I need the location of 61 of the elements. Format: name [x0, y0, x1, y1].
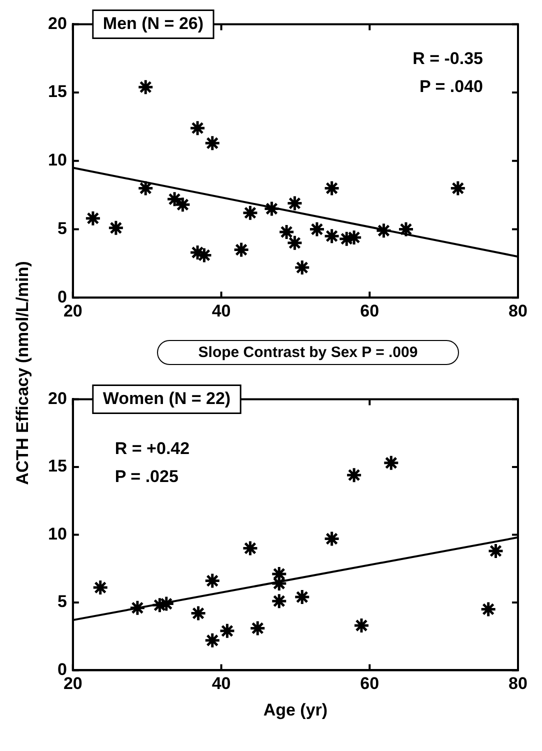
- point: [249, 620, 266, 636]
- x-tick-label: 60: [360, 674, 380, 694]
- point: [166, 190, 183, 208]
- point: [204, 134, 221, 152]
- x-axis-title: Age (yr): [263, 700, 328, 720]
- point: [294, 259, 310, 276]
- point: [190, 605, 207, 622]
- annotation: R = +0.42: [114, 438, 190, 458]
- point: [324, 228, 340, 244]
- y-tick-label: 10: [48, 524, 67, 544]
- point: [204, 572, 221, 590]
- point: [294, 588, 310, 606]
- point: [218, 622, 236, 640]
- point: [398, 221, 414, 238]
- point: [286, 234, 303, 252]
- y-tick-label: 20: [48, 14, 67, 33]
- x-tick-label: 60: [360, 301, 380, 320]
- point: [480, 600, 497, 618]
- point: [242, 204, 258, 222]
- point: [84, 210, 102, 227]
- y-tick-label: 20: [48, 388, 67, 408]
- chart-title: Men (N = 26): [102, 14, 204, 33]
- point: [270, 575, 288, 592]
- point: [242, 540, 258, 556]
- y-tick-label: 15: [48, 456, 67, 476]
- y-tick-label: 5: [57, 218, 67, 238]
- point: [324, 180, 340, 196]
- x-tick-label: 40: [212, 674, 231, 694]
- point: [375, 222, 392, 239]
- point: [308, 221, 326, 238]
- x-tick-label: 80: [508, 674, 528, 694]
- x-tick-label: 40: [212, 301, 231, 320]
- y-tick-label: 15: [48, 82, 67, 102]
- point: [233, 242, 250, 258]
- text: Slope Contrast by Sex P = .009: [157, 340, 459, 365]
- x-tick-label: 80: [508, 301, 528, 320]
- point: [270, 592, 288, 610]
- point: [92, 579, 109, 596]
- point: [204, 632, 221, 649]
- point: [450, 180, 466, 196]
- point: [108, 220, 124, 236]
- chart-title: Women (N = 22): [102, 388, 231, 408]
- annotation: P = .040: [420, 76, 483, 96]
- point: [129, 600, 146, 616]
- y-axis-title: ACTH Efficacy (nmol/L/min): [13, 261, 33, 485]
- point: [137, 180, 154, 196]
- point: [346, 466, 362, 484]
- point: [278, 224, 295, 240]
- annotation: R = -0.35: [412, 48, 483, 68]
- y-tick-label: 5: [57, 592, 67, 612]
- point: [137, 78, 154, 96]
- annotation: P = .025: [114, 466, 178, 486]
- point: [353, 617, 370, 634]
- point: [382, 454, 400, 472]
- point: [487, 542, 504, 560]
- y-tick-label: 10: [48, 150, 67, 170]
- point: [286, 195, 303, 212]
- point: [263, 200, 280, 217]
- point: [189, 120, 206, 136]
- point: [174, 196, 191, 213]
- point: [324, 530, 340, 548]
